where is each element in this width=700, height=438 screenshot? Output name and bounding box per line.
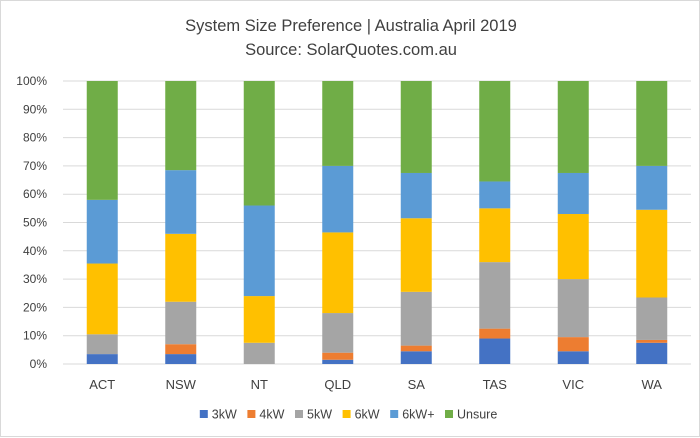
legend-swatch — [295, 410, 303, 418]
y-tick-label: 40% — [23, 244, 47, 258]
legend-swatch — [390, 410, 399, 418]
bar-segment — [557, 351, 589, 364]
bar-segment — [165, 344, 197, 355]
bar-segment — [243, 342, 275, 364]
x-tick-label: NT — [251, 377, 268, 392]
bar-segment — [243, 81, 275, 206]
bar-segment — [400, 291, 432, 346]
legend-label: 4kW — [259, 408, 284, 422]
bar-segment — [322, 352, 354, 360]
legend-label: Unsure — [457, 408, 497, 422]
bar-segment — [479, 181, 511, 209]
bar-segment — [86, 263, 118, 335]
legend-swatch — [247, 410, 256, 418]
bar-segment — [557, 337, 589, 352]
bar-segment — [86, 199, 118, 264]
legend-swatch — [445, 410, 453, 418]
y-tick-label: 100% — [16, 74, 47, 88]
bar-segment — [636, 165, 668, 210]
x-tick-label: SA — [408, 377, 426, 392]
y-tick-label: 80% — [23, 131, 47, 145]
x-tick-label: WA — [642, 377, 663, 392]
bar-segment — [165, 81, 197, 171]
y-tick-label: 0% — [30, 357, 48, 371]
x-tick-label: ACT — [89, 377, 115, 392]
bars — [86, 81, 668, 364]
bar-segment — [400, 172, 432, 219]
bar-segment — [86, 334, 118, 355]
bar-segment — [165, 233, 197, 302]
bar-segment — [479, 328, 511, 339]
y-tick-label: 50% — [23, 216, 47, 230]
x-tick-label: VIC — [562, 377, 584, 392]
bar-segment — [322, 313, 354, 353]
y-axis-ticks: 0% 10% 20% 30% 40% 50% 60% 70% 80% 90% 100% — [16, 74, 47, 371]
x-tick-label: TAS — [483, 377, 508, 392]
bar-segment — [400, 345, 432, 352]
legend-swatch — [199, 410, 208, 418]
chart-title: System Size Preference | Australia April… — [185, 17, 517, 35]
legend: 3kW 4kW 5kW 6kW 6kW+ Unsure — [199, 408, 497, 422]
bar-segment — [400, 351, 432, 364]
bar-segment — [165, 301, 197, 345]
bar-segment — [86, 81, 118, 200]
bar-segment — [636, 342, 668, 364]
y-tick-label: 10% — [23, 329, 47, 343]
x-tick-label: QLD — [324, 377, 351, 392]
bar-segment — [557, 279, 589, 338]
bar-segment — [636, 339, 668, 343]
bar-segment — [400, 218, 432, 292]
y-tick-label: 30% — [23, 272, 47, 286]
bar-segment — [479, 338, 511, 364]
bar-segment — [165, 354, 197, 364]
bar-segment — [322, 81, 354, 166]
y-tick-label: 90% — [23, 102, 47, 116]
bar-segment — [86, 354, 118, 364]
bar-segment — [636, 297, 668, 340]
bar-segment — [557, 214, 589, 280]
bar-segment — [479, 262, 511, 329]
bar-segment — [479, 208, 511, 263]
x-tick-label: NSW — [166, 377, 197, 392]
legend-label: 3kW — [212, 408, 237, 422]
bar-segment — [557, 81, 589, 173]
gridlines — [63, 80, 691, 365]
legend-swatch — [342, 410, 351, 418]
chart-subtitle: Source: SolarQuotes.com.au — [245, 41, 457, 59]
x-axis-ticks: ACT NSW NT QLD SA TAS VIC WA — [89, 377, 662, 392]
bar-segment — [165, 170, 197, 234]
legend-label: 6kW — [355, 408, 380, 422]
legend-label: 5kW — [307, 408, 332, 422]
y-tick-label: 20% — [23, 300, 47, 314]
bar-segment — [557, 172, 589, 215]
y-tick-label: 70% — [23, 159, 47, 173]
legend-label: 6kW+ — [402, 408, 434, 422]
bar-segment — [322, 359, 354, 364]
bar-segment — [400, 81, 432, 173]
bar-segment — [322, 165, 354, 233]
y-tick-label: 60% — [23, 187, 47, 201]
bar-segment — [322, 232, 354, 314]
bar-segment — [479, 81, 511, 182]
bar-segment — [243, 205, 275, 297]
bar-segment — [243, 296, 275, 343]
bar-segment — [636, 209, 668, 298]
bar-segment — [636, 81, 668, 166]
